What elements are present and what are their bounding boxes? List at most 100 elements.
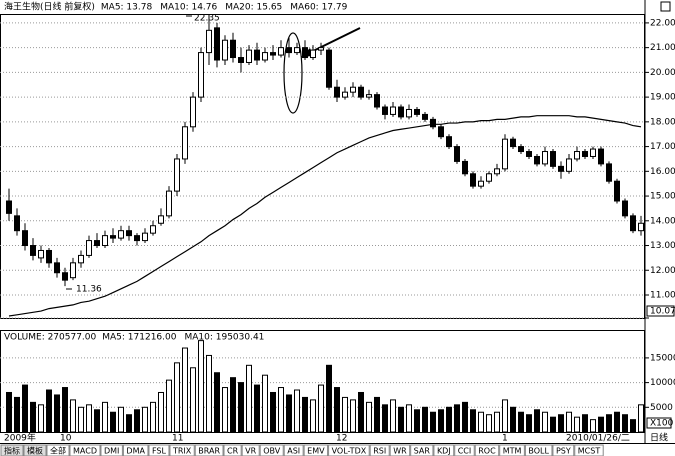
volume-bar: [358, 391, 364, 433]
tab-label[interactable]: BOLL: [528, 447, 549, 456]
volume-bar: [478, 411, 484, 433]
tab[interactable]: [100, 444, 123, 456]
volume-bar: [398, 406, 404, 433]
candle-body: [246, 49, 252, 63]
volume-bar: [574, 416, 580, 433]
tab[interactable]: [303, 444, 329, 456]
tab-label[interactable]: CCI: [458, 447, 472, 456]
volume-bar: [86, 404, 92, 433]
volume-bar: [406, 404, 412, 433]
tab-label[interactable]: 模板: [27, 446, 43, 456]
tab-label[interactable]: MACD: [73, 447, 97, 456]
tab-label[interactable]: 指标: [4, 446, 20, 456]
volume-bar: [350, 399, 356, 433]
tab-label[interactable]: PSY: [556, 447, 571, 456]
tab-label[interactable]: MCST: [578, 447, 601, 456]
highlight-ellipse: [283, 32, 303, 114]
tab[interactable]: [241, 444, 260, 456]
tab[interactable]: [524, 444, 553, 456]
tab[interactable]: [194, 444, 224, 456]
tab[interactable]: [46, 444, 70, 456]
volume-bar: [286, 394, 292, 433]
tab-label[interactable]: BRAR: [198, 447, 220, 456]
tab[interactable]: [474, 444, 500, 456]
volume-bar: [110, 411, 116, 433]
x-axis-label: 2010/01/26/二: [566, 434, 630, 444]
tab-label[interactable]: DMA: [126, 447, 145, 456]
tab[interactable]: [69, 444, 101, 456]
candle-body: [550, 151, 556, 167]
tab[interactable]: [552, 444, 575, 456]
volume-bar: [142, 406, 148, 433]
volume-bar: [550, 416, 556, 433]
candle-body: [30, 245, 36, 256]
y-tick-label: 18.00: [650, 117, 675, 127]
tab[interactable]: [433, 444, 455, 456]
y-tick-label: 19.00: [650, 93, 675, 103]
tab-label[interactable]: TRIX: [172, 447, 192, 456]
tab-label[interactable]: WR: [393, 447, 407, 456]
tab-label[interactable]: ROC: [478, 447, 496, 456]
tab-label[interactable]: VR: [245, 447, 256, 456]
candle-body: [398, 106, 404, 118]
volume-bar: [14, 396, 20, 433]
tab-label[interactable]: ASI: [287, 447, 300, 456]
tab-label[interactable]: 全部: [50, 446, 66, 456]
tab[interactable]: [23, 444, 47, 456]
tab-label[interactable]: CR: [227, 447, 239, 456]
tab[interactable]: [169, 444, 195, 456]
tab[interactable]: [223, 444, 242, 456]
volume-bar: [566, 411, 572, 433]
candle-body: [454, 146, 460, 162]
x-axis-label: 日线: [650, 432, 668, 444]
candle-body: [382, 106, 388, 115]
volume-bar: [366, 401, 372, 433]
tab-label[interactable]: VOL-TDX: [332, 447, 367, 456]
tab-label[interactable]: RSI: [373, 447, 386, 456]
tab-label[interactable]: KDJ: [437, 447, 451, 456]
candle-body: [566, 158, 572, 172]
tab[interactable]: [369, 444, 390, 456]
candle-body: [406, 108, 412, 118]
candle-body: [502, 138, 508, 170]
x-axis-label: 11: [172, 434, 183, 444]
volume-bar: [318, 384, 324, 433]
volume-bar: [118, 406, 124, 433]
tab-label[interactable]: DMI: [104, 447, 119, 456]
tab[interactable]: [389, 444, 411, 456]
tab[interactable]: [574, 444, 604, 456]
candle-body: [558, 165, 564, 172]
candle-body: [206, 29, 212, 54]
ma-label: MA20: 15.65: [225, 3, 282, 13]
tab[interactable]: [122, 444, 149, 456]
tab-label[interactable]: MTM: [503, 447, 522, 456]
tab-label[interactable]: FSL: [152, 447, 167, 456]
candle-body: [118, 230, 124, 239]
volume-bar: [54, 394, 60, 433]
y-tick-label: 17.00: [650, 142, 675, 152]
volume-bar: [222, 387, 228, 433]
candle-body: [278, 47, 284, 56]
volume-bar: [134, 409, 140, 433]
tab[interactable]: [454, 444, 475, 456]
candle-body: [294, 47, 300, 54]
candle-body: [54, 262, 60, 274]
tab[interactable]: [410, 444, 434, 456]
tab[interactable]: [148, 444, 170, 456]
tab[interactable]: [328, 444, 370, 456]
tab[interactable]: [283, 444, 304, 456]
y-tick-label: 12.00: [650, 266, 675, 276]
tab-label[interactable]: SAR: [414, 447, 431, 456]
window-icon[interactable]: [660, 1, 671, 12]
tab[interactable]: [499, 444, 525, 456]
tab-label[interactable]: OBV: [263, 447, 281, 456]
tab[interactable]: [259, 444, 284, 456]
volume-bar: [334, 387, 340, 433]
candle-body: [374, 94, 380, 108]
candle-body: [22, 230, 28, 247]
tab[interactable]: [0, 444, 24, 456]
tab-label[interactable]: EMV: [307, 447, 325, 456]
x-axis-label: 12: [336, 434, 347, 444]
unit-box: [646, 417, 672, 429]
candle-body: [598, 148, 604, 165]
